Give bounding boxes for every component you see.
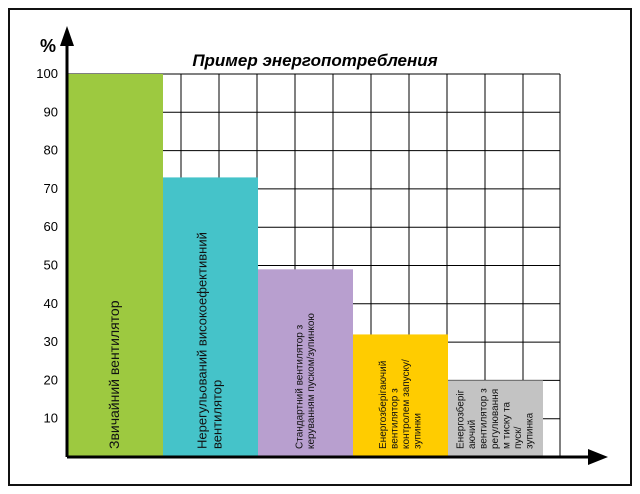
y-axis-unit-label: % — [40, 36, 56, 56]
y-tick-label: 30 — [44, 334, 58, 349]
x-axis-arrow — [588, 449, 608, 465]
bar-label-line: Енергозберіг — [455, 389, 467, 449]
bar-label-line: Нерегульований високоефективний — [194, 232, 209, 449]
bar-label-line: Енергозберігаючий — [377, 361, 389, 449]
bar-label-line: пуск/ — [513, 426, 524, 449]
bar — [163, 177, 258, 457]
bar — [353, 334, 448, 457]
bar-label-line: зупинки — [412, 413, 423, 449]
y-tick-labels: 10 20 30 40 50 60 70 80 90 100 — [36, 66, 58, 426]
bar-label: Нерегульований високоефективний вентилято… — [194, 232, 224, 449]
chart-title: Пример энергопотребления — [192, 51, 437, 70]
y-tick-label: 80 — [44, 143, 58, 158]
bar-label-line: вентилятор з — [479, 388, 490, 449]
y-tick-label: 40 — [44, 296, 58, 311]
bar-label-line: м тиску та — [502, 401, 513, 449]
bar-label-line: вентилятор з — [389, 388, 400, 449]
y-tick-label: 70 — [44, 181, 58, 196]
y-tick-label: 50 — [44, 258, 58, 273]
bar-label-line: контролем запуску/ — [401, 359, 412, 449]
bar-label: Енергозберігаючий вентилятор з контролем з… — [377, 359, 424, 449]
y-tick-label: 100 — [36, 66, 58, 81]
bar-label: Стандартний вентилятор з керуванням пуско… — [294, 313, 317, 449]
y-tick-label: 10 — [44, 411, 58, 426]
axes — [60, 26, 608, 465]
bar-label-line: зупинка — [525, 412, 536, 449]
bar — [258, 269, 353, 457]
bar — [448, 380, 543, 457]
bar-label-line: вентилятор — [209, 380, 224, 449]
bar-label: Звичайний вентилятор — [106, 300, 122, 449]
y-tick-label: 60 — [44, 219, 58, 234]
bar-label-line: Стандартний вентилятор з — [294, 324, 305, 449]
bar-label: Енергозберіг аючий вентилятор з регулювання… — [455, 388, 536, 449]
bar — [68, 74, 163, 457]
bar-label-line: регулювання — [490, 389, 501, 449]
bar-label-line: Звичайний вентилятор — [106, 300, 122, 449]
bar-label-line: аючий — [467, 420, 478, 449]
y-tick-label: 90 — [44, 104, 58, 119]
y-tick-label: 20 — [44, 372, 58, 387]
y-axis-arrow — [60, 26, 74, 46]
bar-label-line: керуванням пуском/зупинкою — [306, 313, 317, 449]
bars: Звичайний вентилятор Нерегульований висок… — [68, 74, 543, 457]
